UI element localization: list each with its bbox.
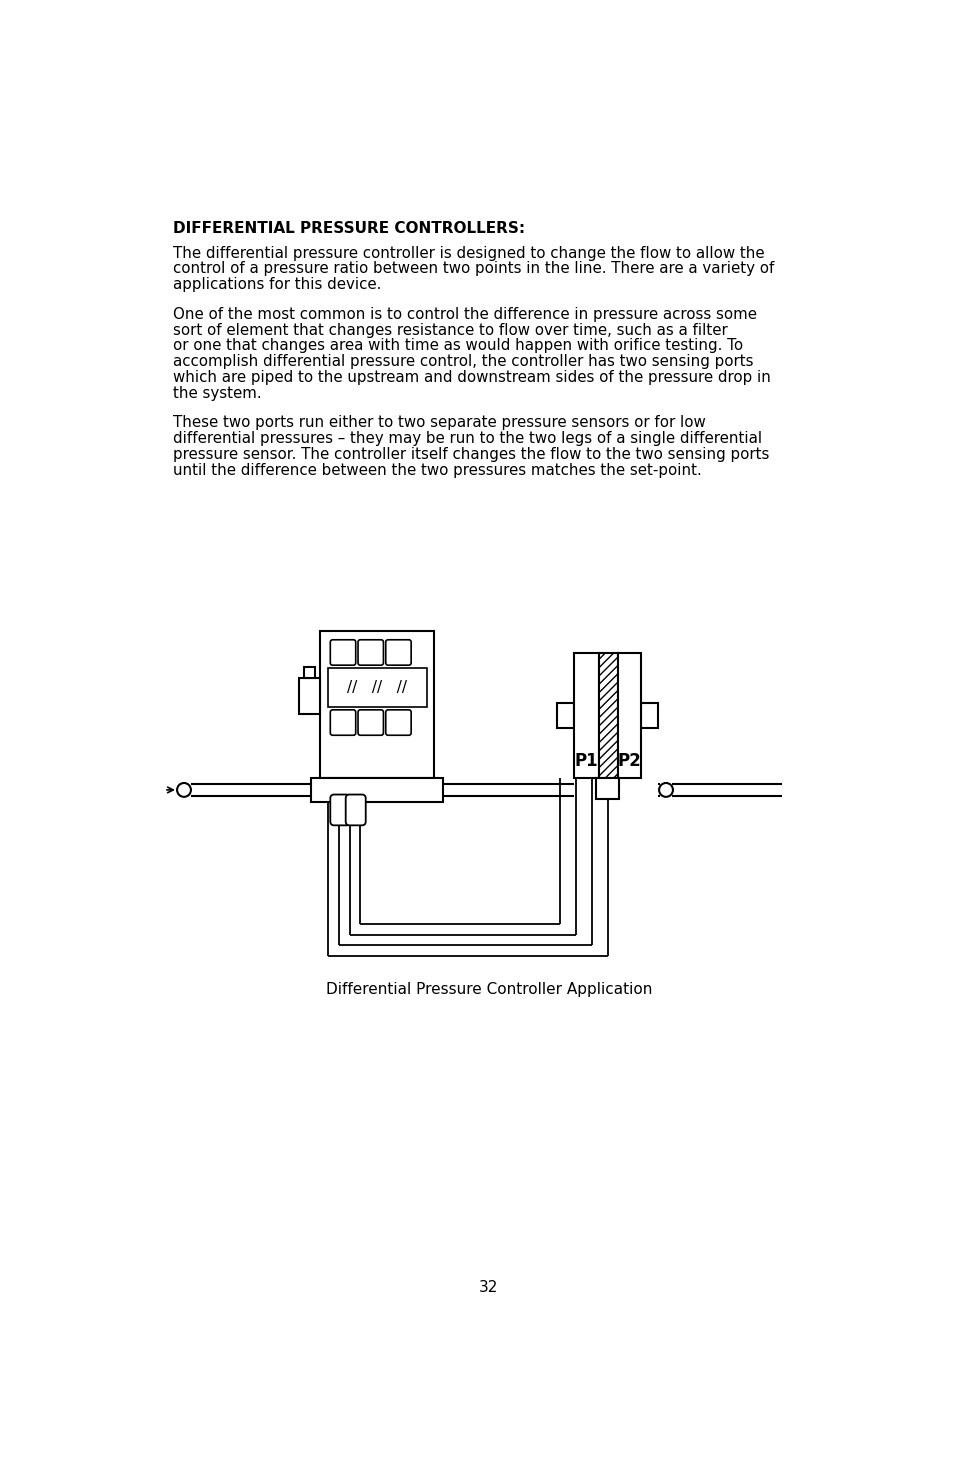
Text: differential pressures – they may be run to the two legs of a single differentia: differential pressures – they may be run… (173, 431, 761, 445)
Bar (304, 668, 314, 677)
Bar (596, 777, 618, 799)
Text: sort of element that changes resistance to flow over time, such as a filter: sort of element that changes resistance … (173, 323, 727, 338)
FancyBboxPatch shape (330, 640, 355, 665)
Text: applications for this device.: applications for this device. (173, 277, 381, 292)
Bar (328, 668, 426, 707)
Text: until the difference between the two pressures matches the set-point.: until the difference between the two pre… (173, 463, 701, 478)
Bar (311, 777, 443, 802)
Text: P2: P2 (618, 752, 641, 770)
FancyBboxPatch shape (357, 640, 383, 665)
Text: 32: 32 (478, 1280, 498, 1295)
Text: which are piped to the upstream and downstream sides of the pressure drop in: which are piped to the upstream and down… (173, 370, 770, 385)
Bar (618, 653, 640, 777)
Text: the system.: the system. (173, 385, 261, 401)
Text: control of a pressure ratio between two points in the line. There are a variety : control of a pressure ratio between two … (173, 261, 774, 276)
FancyBboxPatch shape (357, 709, 383, 735)
Text: One of the most common is to control the difference in pressure across some: One of the most common is to control the… (173, 307, 757, 322)
Text: P1: P1 (575, 752, 598, 770)
Text: accomplish differential pressure control, the controller has two sensing ports: accomplish differential pressure control… (173, 354, 753, 369)
Ellipse shape (177, 783, 191, 796)
Bar (557, 704, 574, 727)
Bar (320, 631, 434, 777)
Text: //   //   //: // // // (347, 680, 407, 695)
FancyBboxPatch shape (385, 640, 411, 665)
Bar (298, 677, 320, 714)
Text: pressure sensor. The controller itself changes the flow to the two sensing ports: pressure sensor. The controller itself c… (173, 447, 769, 462)
FancyBboxPatch shape (330, 795, 350, 826)
Ellipse shape (659, 783, 672, 796)
Text: These two ports run either to two separate pressure sensors or for low: These two ports run either to two separa… (173, 416, 705, 431)
Text: Differential Pressure Controller Application: Differential Pressure Controller Applica… (325, 982, 652, 997)
FancyBboxPatch shape (330, 709, 355, 735)
Text: The differential pressure controller is designed to change the flow to allow the: The differential pressure controller is … (173, 245, 764, 261)
Bar (598, 653, 618, 777)
Text: DIFFERENTIAL PRESSURE CONTROLLERS:: DIFFERENTIAL PRESSURE CONTROLLERS: (173, 221, 525, 236)
Bar (574, 653, 598, 777)
Text: or one that changes area with time as would happen with orifice testing. To: or one that changes area with time as wo… (173, 338, 742, 354)
FancyBboxPatch shape (385, 709, 411, 735)
FancyBboxPatch shape (345, 795, 365, 826)
Bar (640, 704, 658, 727)
